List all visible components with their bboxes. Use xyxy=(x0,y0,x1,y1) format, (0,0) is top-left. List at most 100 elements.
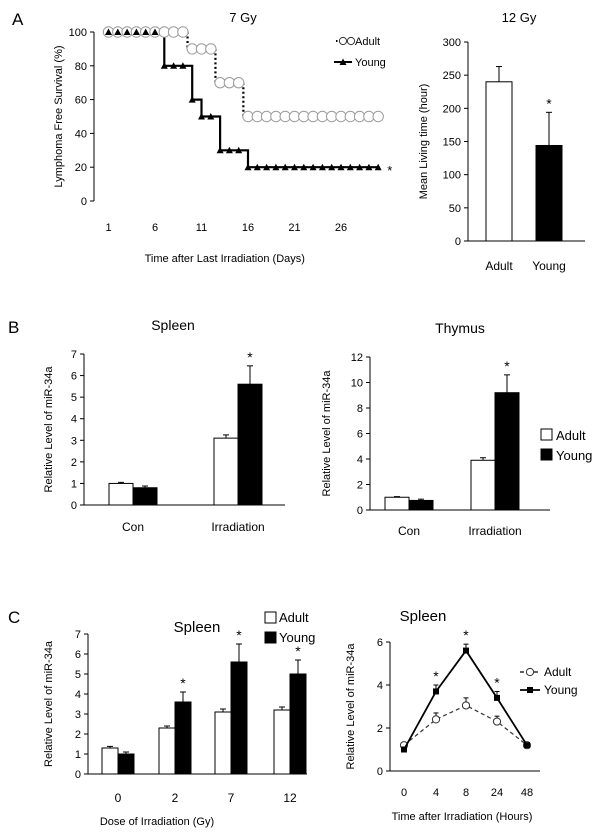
A-left-young-point xyxy=(244,163,252,171)
B-right-y-tick-label: 0 xyxy=(357,505,363,517)
B-right-bar-adult xyxy=(384,496,410,511)
B-left-bar-young xyxy=(132,487,158,506)
A-left-young-point xyxy=(281,163,289,171)
C-left-bar-adult xyxy=(273,709,291,775)
C-left-bar-adult xyxy=(214,711,232,775)
B-left-y-tick-label: 6 xyxy=(71,371,77,383)
B-left-x-tick-label: Irradiation xyxy=(211,520,264,534)
A-left-x-tick-label: 1 xyxy=(105,222,111,234)
A-left-y-tick-label: 40 xyxy=(75,128,87,140)
C-left-legend-young-label: Young xyxy=(279,630,315,645)
C-left-x-tick-label: 2 xyxy=(172,791,179,805)
B-right-annotation: * xyxy=(504,358,510,374)
C-right-y-tick-label: 6 xyxy=(377,637,383,649)
B-left-y-tick-label: 1 xyxy=(71,478,77,490)
C-left-bar-young xyxy=(174,701,192,775)
A-left-x-tick-label: 26 xyxy=(335,222,347,234)
B-left-bar-young xyxy=(237,383,263,506)
B-left-bar-adult xyxy=(108,482,134,506)
A-left-adult-point xyxy=(205,43,217,55)
A-right-y-tick-label: 300 xyxy=(443,37,461,49)
C-right-y-tick-label: 0 xyxy=(377,766,383,778)
A-left-legend-adult-marker xyxy=(346,36,356,46)
A-right-y-tick-label: 150 xyxy=(443,137,461,149)
C-right-legend-young-marker xyxy=(527,687,533,693)
A-left-young-point xyxy=(179,62,187,69)
A-left-title: 7 Gy xyxy=(229,10,257,25)
A-left-young-point xyxy=(198,113,205,120)
A-left-young-point xyxy=(272,163,280,171)
B-right-title: Thymus xyxy=(435,320,485,336)
B-right-y-tick-label: 6 xyxy=(357,429,363,441)
B-right-bar-young xyxy=(408,499,434,511)
B-right-x-tick-label: Con xyxy=(398,524,420,538)
A-left-young-point xyxy=(188,96,196,103)
B-left-y-tick-label: 7 xyxy=(71,349,77,361)
B-right-y-tick-label: 8 xyxy=(357,403,363,415)
A-left-young-point xyxy=(160,62,168,69)
C-right-young-point xyxy=(494,694,500,701)
C-right-y-axis-label: Relative Level of miR-34a xyxy=(345,643,357,770)
A-left-legend-young-label: Young xyxy=(355,57,386,69)
A-right-y-tick-label: 200 xyxy=(443,103,461,115)
A-left-young-point xyxy=(253,163,261,171)
panel-label-b: B xyxy=(8,318,20,337)
C-right-x-tick-label: 4 xyxy=(433,787,439,799)
C-right-young-point xyxy=(433,688,439,695)
C-left-y-tick-label: 3 xyxy=(75,709,81,721)
A-left-adult-point xyxy=(177,26,189,38)
B-right-legend-young-label: Young xyxy=(556,448,592,463)
C-right-annotation: * xyxy=(494,674,500,690)
C-left-title: Spleen xyxy=(174,619,221,636)
A-left-young-point xyxy=(235,146,243,154)
A-left-young-point xyxy=(328,163,336,171)
B-left-title: Spleen xyxy=(151,317,195,333)
A-left-young-point xyxy=(365,163,373,171)
A-left-young-point xyxy=(170,62,178,69)
C-right-annotation: * xyxy=(463,627,469,643)
A-left-young-point xyxy=(346,163,354,171)
A-left-young-point xyxy=(105,28,112,35)
A-right-annotation: * xyxy=(546,95,552,111)
C-right-x-axis-label: Time after Irradiation (Hours) xyxy=(392,811,533,823)
A-right-y-axis-label: Mean Living time (hour) xyxy=(418,84,430,200)
A-left-young-line xyxy=(108,30,379,169)
C-right-adult-point xyxy=(461,701,471,710)
B-left-y-tick-label: 5 xyxy=(71,392,77,404)
B-right-legend-adult-swatch xyxy=(540,428,553,441)
A-left-y-tick-label: 20 xyxy=(75,162,87,174)
B-left-y-tick-label: 4 xyxy=(71,414,77,426)
C-left-x-tick-label: 7 xyxy=(228,791,235,805)
A-left-adult-point xyxy=(233,77,245,89)
A-left-y-tick-label: 60 xyxy=(75,95,87,107)
C-left-y-axis-label: Relative Level of miR-34a xyxy=(43,640,55,767)
C-right-x-tick-label: 0 xyxy=(401,787,407,799)
C-left-bar-young xyxy=(289,673,307,775)
C-left-annotation: * xyxy=(295,643,301,659)
A-right-y-tick-label: 50 xyxy=(449,203,461,215)
C-left-y-tick-label: 4 xyxy=(75,689,81,701)
C-left-legend-adult-label: Adult xyxy=(279,610,309,625)
A-left-legend-adult-label: Adult xyxy=(355,36,380,48)
B-left-bar-adult xyxy=(213,437,239,506)
C-right-y-tick-label: 4 xyxy=(377,680,383,692)
B-left-x-tick-label: Con xyxy=(122,520,144,534)
A-left-young-point xyxy=(309,163,317,171)
B-right-bar-adult xyxy=(470,459,496,511)
panel-label-c: C xyxy=(8,608,21,627)
C-right-adult-line xyxy=(403,704,528,746)
C-right-adult-point xyxy=(492,717,502,726)
C-right-young-point xyxy=(463,647,469,654)
A-left-young-point xyxy=(132,28,140,35)
panel-label-a: A xyxy=(12,10,24,29)
C-left-annotation: * xyxy=(180,675,186,691)
C-left-bar-young xyxy=(117,753,135,775)
A-right-title: 12 Gy xyxy=(502,10,537,25)
A-left-young-point xyxy=(356,163,364,171)
B-right-x-tick-label: Irradiation xyxy=(468,524,521,538)
C-left-y-tick-label: 1 xyxy=(75,749,81,761)
C-left-annotation: * xyxy=(236,627,242,643)
C-right-x-tick-label: 24 xyxy=(491,787,503,799)
C-left-x-axis-label: Dose of Irradiation (Gy) xyxy=(100,816,214,828)
